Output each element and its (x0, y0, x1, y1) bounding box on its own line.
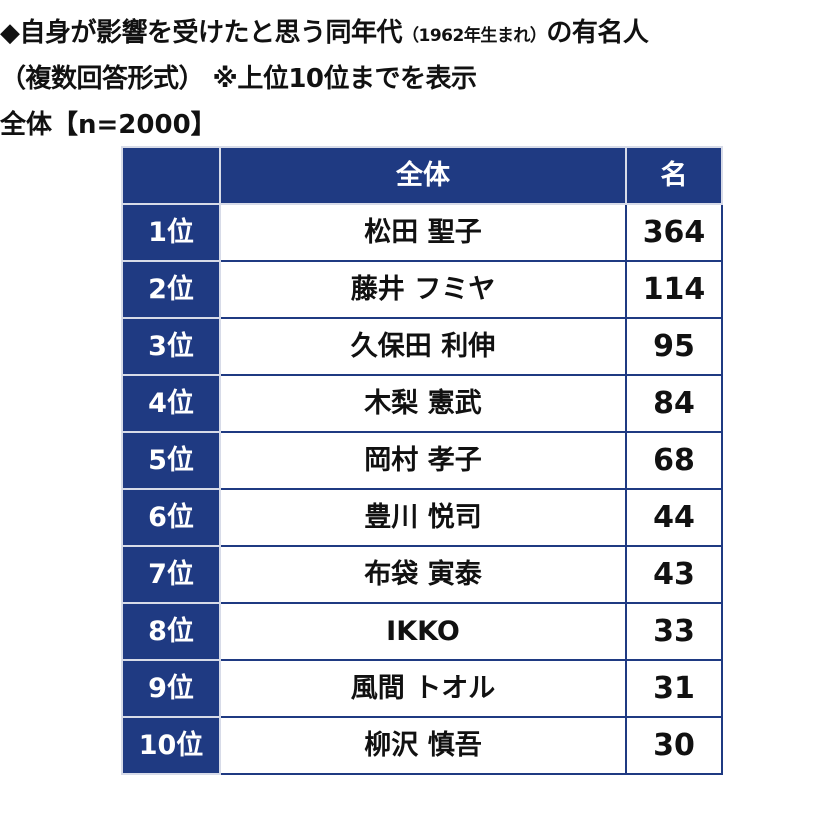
table-row: 3位 久保田 利伸 95 (121, 317, 723, 376)
count-cell: 114 (625, 260, 723, 319)
count-cell: 44 (625, 488, 723, 547)
header-name-cell: 全体 (219, 146, 627, 205)
count-cell: 30 (625, 716, 723, 775)
celebrity-name-cell: 柳沢 慎吾 (219, 716, 627, 775)
celebrity-name-cell: 岡村 孝子 (219, 431, 627, 490)
table-row: 2位 藤井 フミヤ 114 (121, 260, 723, 319)
rank-cell: 5位 (121, 431, 221, 490)
title-main: ◆自身が影響を受けたと思う同年代 (0, 18, 403, 48)
count-cell: 364 (625, 203, 723, 262)
table-row: 6位 豊川 悦司 44 (121, 488, 723, 547)
rank-cell: 2位 (121, 260, 221, 319)
count-cell: 43 (625, 545, 723, 604)
rank-cell: 8位 (121, 602, 221, 661)
rank-cell: 4位 (121, 374, 221, 433)
celebrity-name-cell: 豊川 悦司 (219, 488, 627, 547)
rank-cell: 1位 (121, 203, 221, 262)
table-header-row: 全体 名 (121, 146, 723, 205)
celebrity-name-cell: 木梨 憲武 (219, 374, 627, 433)
count-cell: 95 (625, 317, 723, 376)
title-birth-year-note: （1962年生まれ） (402, 26, 547, 46)
celebrity-name-cell: 松田 聖子 (219, 203, 627, 262)
celebrity-name-cell: 風間 トオル (219, 659, 627, 718)
table-row: 10位 柳沢 慎吾 30 (121, 716, 723, 775)
table-row: 9位 風間 トオル 31 (121, 659, 723, 718)
rank-cell: 9位 (121, 659, 221, 718)
celebrity-name-cell: 久保田 利伸 (219, 317, 627, 376)
rank-cell: 3位 (121, 317, 221, 376)
rank-cell: 10位 (121, 716, 221, 775)
title-end: の有名人 (546, 18, 649, 48)
table-row: 7位 布袋 寅泰 43 (121, 545, 723, 604)
rank-cell: 7位 (121, 545, 221, 604)
count-cell: 84 (625, 374, 723, 433)
celebrity-name-cell: IKKO (219, 602, 627, 661)
ranking-table: 全体 名 1位 松田 聖子 364 2位 藤井 フミヤ 114 3位 久保田 利… (121, 146, 723, 775)
table-row: 5位 岡村 孝子 68 (121, 431, 723, 490)
table-row: 1位 松田 聖子 364 (121, 203, 723, 262)
sample-size-label: 全体【n=2000】 (0, 110, 217, 140)
celebrity-name-cell: 布袋 寅泰 (219, 545, 627, 604)
rank-cell: 6位 (121, 488, 221, 547)
count-cell: 33 (625, 602, 723, 661)
page-subtitle: （複数回答形式） ※上位10位までを表示 (0, 64, 477, 94)
header-count-cell: 名 (625, 146, 723, 205)
celebrity-name-cell: 藤井 フミヤ (219, 260, 627, 319)
count-cell: 31 (625, 659, 723, 718)
table-row: 8位 IKKO 33 (121, 602, 723, 661)
header-corner-cell (121, 146, 221, 205)
count-cell: 68 (625, 431, 723, 490)
table-row: 4位 木梨 憲武 84 (121, 374, 723, 433)
page-title: ◆自身が影響を受けたと思う同年代（1962年生まれ）の有名人 (0, 12, 828, 49)
